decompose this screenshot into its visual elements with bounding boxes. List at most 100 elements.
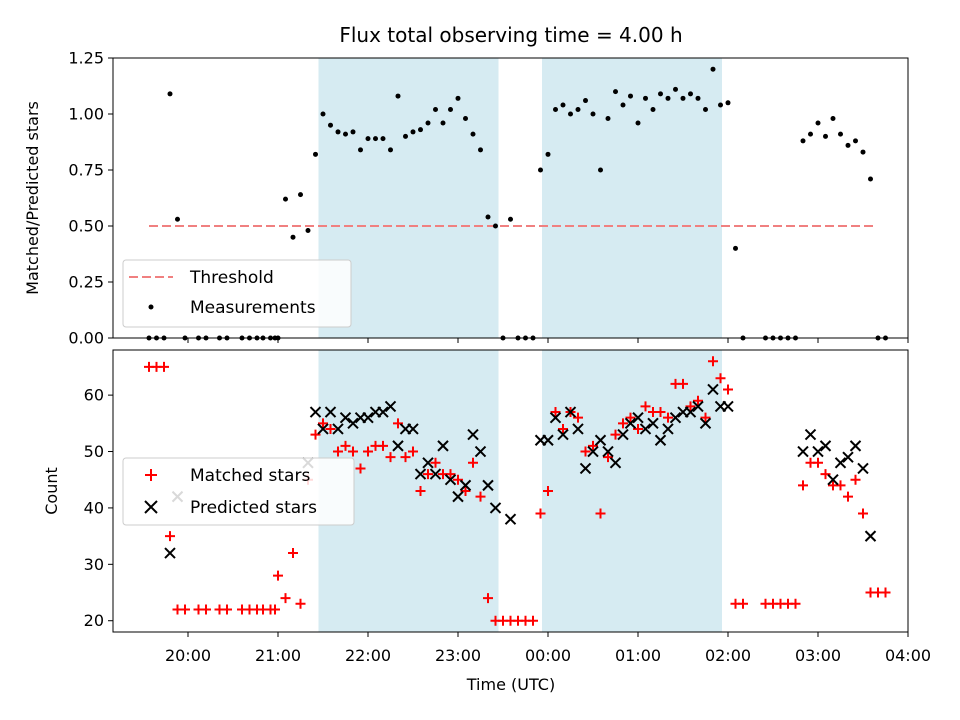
measurement-point <box>455 95 461 101</box>
y-tick-label: 1.25 <box>68 49 104 68</box>
predicted-star-point <box>474 445 487 458</box>
legend-predicted-label: Predicted stars <box>190 498 317 518</box>
measurement-point <box>493 223 498 229</box>
predicted-star-point <box>549 411 562 424</box>
y-tick-label: 1.00 <box>68 105 104 124</box>
measurement-point <box>733 245 738 251</box>
matched-star-point <box>310 429 321 440</box>
measurement-point <box>673 86 678 92</box>
measurement-point <box>433 107 438 113</box>
matched-star-point <box>573 412 583 423</box>
measurement-point <box>560 102 566 108</box>
measurement-point <box>403 133 408 139</box>
bottom-legend: Matched stars Predicted stars <box>122 457 355 526</box>
legend-measurements-swatch <box>148 304 154 310</box>
matched-star-point <box>603 452 613 463</box>
predicted-star-point <box>707 383 719 396</box>
measurement-point <box>598 167 603 173</box>
measurement-point <box>643 95 648 101</box>
matched-star-point <box>790 598 801 609</box>
matched-star-point <box>318 418 328 429</box>
matched-star-point <box>550 407 561 418</box>
predicted-star-point <box>339 411 352 424</box>
predicted-star-point <box>602 445 614 458</box>
matched-star-point <box>558 423 568 434</box>
predicted-star-point <box>309 406 322 418</box>
matched-star-point <box>270 604 280 615</box>
predicted-star-point <box>594 434 607 446</box>
matched-star-point <box>400 452 411 463</box>
matched-star-point <box>655 407 666 418</box>
legend-predicted-swatch <box>144 500 158 514</box>
matched-star-point <box>813 457 823 468</box>
measurement-point <box>478 147 483 153</box>
matched-star-point <box>858 508 868 519</box>
matched-star-point <box>222 604 232 615</box>
measurement-point <box>838 131 843 137</box>
matched-star-point <box>201 604 211 615</box>
matched-star-point <box>843 491 853 502</box>
predicted-star-point <box>564 406 577 418</box>
predicted-star-point <box>819 440 832 452</box>
measurement-point <box>313 151 318 157</box>
matched-star-point <box>280 593 291 604</box>
matched-star-point <box>595 508 606 519</box>
predicted-star-point <box>482 479 494 492</box>
measurement-point <box>620 102 626 108</box>
measurement-point <box>695 95 701 101</box>
x-tick-label: 21:00 <box>255 646 301 665</box>
y-tick-label: 50 <box>84 442 104 461</box>
measurement-point <box>658 91 663 97</box>
y-tick-label: 30 <box>84 555 104 574</box>
predicted-star-point <box>699 417 712 430</box>
measurement-point <box>613 89 618 95</box>
matched-star-point <box>273 570 283 581</box>
shaded-interval <box>542 350 722 632</box>
x-tick-label: 04:00 <box>885 646 931 665</box>
matched-star-point <box>288 548 298 559</box>
matched-star-point <box>580 446 591 457</box>
measurement-point <box>853 138 858 144</box>
matched-star-point <box>393 418 403 429</box>
predicted-star-point <box>317 423 329 435</box>
matched-star-point <box>835 480 846 491</box>
predicted-star-point <box>609 457 622 469</box>
measurement-point <box>635 120 641 126</box>
measurement-point <box>568 111 573 117</box>
predicted-star-point <box>624 417 637 430</box>
measurement-point <box>650 107 656 113</box>
legend-matched-label: Matched stars <box>190 466 310 486</box>
top-axes-frame <box>112 57 909 339</box>
x-tick-label: 23:00 <box>435 646 481 665</box>
measurement-point <box>680 95 686 101</box>
shaded-interval <box>542 58 722 338</box>
predicted-star-point <box>812 445 824 458</box>
measurement-point <box>175 216 180 222</box>
matched-star-point <box>820 469 831 480</box>
matched-star-point <box>348 446 358 457</box>
measurement-point <box>605 115 611 121</box>
matched-star-point <box>180 604 190 615</box>
matched-star-point <box>165 531 175 542</box>
matched-star-point <box>363 446 373 457</box>
matched-stars-points <box>144 356 891 626</box>
predicted-star-point <box>654 434 667 446</box>
y-tick-label: 40 <box>84 498 104 517</box>
matched-star-point <box>325 423 336 434</box>
matched-star-point <box>543 486 553 496</box>
matched-star-point <box>723 384 733 395</box>
predicted-star-point <box>587 445 599 458</box>
matched-star-point <box>340 440 351 451</box>
matched-star-point <box>460 486 471 496</box>
predicted-star-point <box>332 423 344 435</box>
matched-star-point <box>415 486 426 496</box>
measurement-point <box>545 151 551 157</box>
top-y-axis-label: Matched/Predicted stars <box>23 101 42 295</box>
predicted-star-point <box>489 502 502 514</box>
predicted-star-point <box>437 440 449 452</box>
measurement-point <box>538 167 543 173</box>
measurement-point <box>335 129 341 135</box>
matched-star-point <box>528 615 538 626</box>
matched-star-point <box>880 587 891 598</box>
predicted-star-point <box>504 513 517 525</box>
